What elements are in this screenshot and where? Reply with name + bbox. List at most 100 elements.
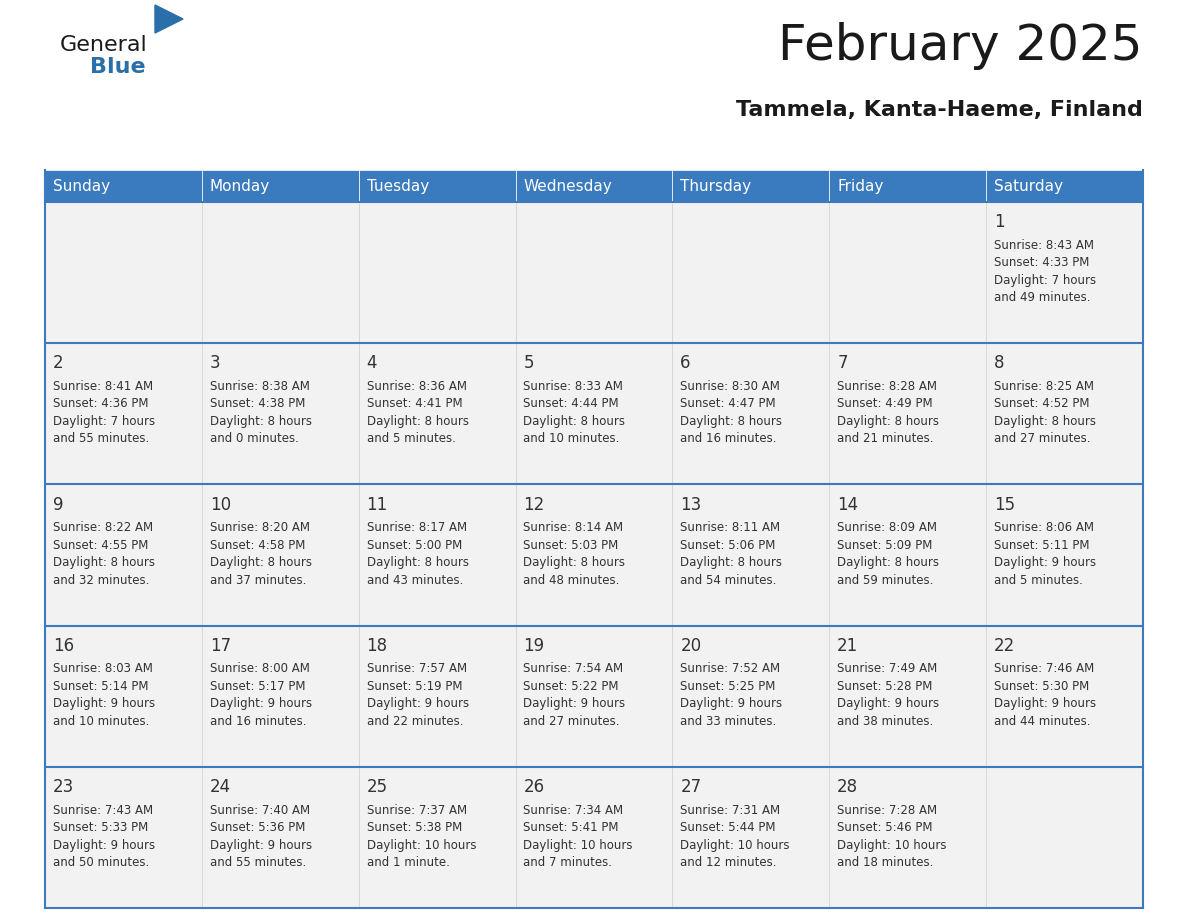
Bar <box>45 343 202 485</box>
Text: 28: 28 <box>838 778 858 796</box>
Bar <box>359 767 516 908</box>
Text: 17: 17 <box>210 637 230 655</box>
Text: Saturday: Saturday <box>994 178 1063 194</box>
Text: Sunrise: 8:14 AM
Sunset: 5:03 PM
Daylight: 8 hours
and 48 minutes.: Sunrise: 8:14 AM Sunset: 5:03 PM Dayligh… <box>524 521 625 587</box>
Text: Sunrise: 7:34 AM
Sunset: 5:41 PM
Daylight: 10 hours
and 7 minutes.: Sunrise: 7:34 AM Sunset: 5:41 PM Dayligh… <box>524 803 633 869</box>
Text: 18: 18 <box>367 637 387 655</box>
Text: February 2025: February 2025 <box>778 22 1143 70</box>
Bar <box>829 202 986 343</box>
Text: 27: 27 <box>681 778 701 796</box>
Text: General: General <box>61 35 147 55</box>
Bar <box>672 767 829 908</box>
Bar <box>516 343 672 485</box>
Text: 26: 26 <box>524 778 544 796</box>
Bar <box>202 485 359 625</box>
Bar <box>45 625 202 767</box>
Bar <box>829 343 986 485</box>
Text: Sunrise: 8:22 AM
Sunset: 4:55 PM
Daylight: 8 hours
and 32 minutes.: Sunrise: 8:22 AM Sunset: 4:55 PM Dayligh… <box>52 521 154 587</box>
Text: Sunrise: 8:36 AM
Sunset: 4:41 PM
Daylight: 8 hours
and 5 minutes.: Sunrise: 8:36 AM Sunset: 4:41 PM Dayligh… <box>367 380 468 445</box>
Bar <box>202 343 359 485</box>
Text: 6: 6 <box>681 354 690 373</box>
Bar <box>986 485 1143 625</box>
Text: Thursday: Thursday <box>681 178 751 194</box>
Text: 4: 4 <box>367 354 377 373</box>
Text: Sunrise: 8:30 AM
Sunset: 4:47 PM
Daylight: 8 hours
and 16 minutes.: Sunrise: 8:30 AM Sunset: 4:47 PM Dayligh… <box>681 380 782 445</box>
Text: Sunrise: 7:28 AM
Sunset: 5:46 PM
Daylight: 10 hours
and 18 minutes.: Sunrise: 7:28 AM Sunset: 5:46 PM Dayligh… <box>838 803 947 869</box>
Bar <box>45 767 202 908</box>
Text: Friday: Friday <box>838 178 884 194</box>
Text: 20: 20 <box>681 637 701 655</box>
Bar <box>672 202 829 343</box>
Text: Sunrise: 8:09 AM
Sunset: 5:09 PM
Daylight: 8 hours
and 59 minutes.: Sunrise: 8:09 AM Sunset: 5:09 PM Dayligh… <box>838 521 940 587</box>
Text: Sunrise: 8:11 AM
Sunset: 5:06 PM
Daylight: 8 hours
and 54 minutes.: Sunrise: 8:11 AM Sunset: 5:06 PM Dayligh… <box>681 521 782 587</box>
Text: Monday: Monday <box>210 178 270 194</box>
Bar <box>986 202 1143 343</box>
Bar <box>45 202 202 343</box>
Bar <box>986 625 1143 767</box>
Bar <box>829 170 986 202</box>
Text: 13: 13 <box>681 496 702 514</box>
Bar <box>672 343 829 485</box>
Text: 11: 11 <box>367 496 387 514</box>
Text: 12: 12 <box>524 496 544 514</box>
Text: Sunrise: 7:43 AM
Sunset: 5:33 PM
Daylight: 9 hours
and 50 minutes.: Sunrise: 7:43 AM Sunset: 5:33 PM Dayligh… <box>52 803 154 869</box>
Bar <box>45 170 202 202</box>
Text: Sunrise: 7:40 AM
Sunset: 5:36 PM
Daylight: 9 hours
and 55 minutes.: Sunrise: 7:40 AM Sunset: 5:36 PM Dayligh… <box>210 803 311 869</box>
Text: 9: 9 <box>52 496 63 514</box>
Bar <box>202 625 359 767</box>
Text: Sunday: Sunday <box>52 178 110 194</box>
Bar <box>45 485 202 625</box>
Bar <box>986 343 1143 485</box>
Bar <box>202 170 359 202</box>
Bar <box>516 202 672 343</box>
Text: Sunrise: 7:49 AM
Sunset: 5:28 PM
Daylight: 9 hours
and 38 minutes.: Sunrise: 7:49 AM Sunset: 5:28 PM Dayligh… <box>838 662 940 728</box>
Bar <box>516 767 672 908</box>
Bar <box>359 485 516 625</box>
Text: 16: 16 <box>52 637 74 655</box>
Bar <box>986 767 1143 908</box>
Text: Blue: Blue <box>90 57 146 77</box>
Text: Sunrise: 8:43 AM
Sunset: 4:33 PM
Daylight: 7 hours
and 49 minutes.: Sunrise: 8:43 AM Sunset: 4:33 PM Dayligh… <box>994 239 1097 304</box>
Text: Sunrise: 8:00 AM
Sunset: 5:17 PM
Daylight: 9 hours
and 16 minutes.: Sunrise: 8:00 AM Sunset: 5:17 PM Dayligh… <box>210 662 311 728</box>
Text: Sunrise: 8:17 AM
Sunset: 5:00 PM
Daylight: 8 hours
and 43 minutes.: Sunrise: 8:17 AM Sunset: 5:00 PM Dayligh… <box>367 521 468 587</box>
Bar <box>359 625 516 767</box>
Text: Sunrise: 8:20 AM
Sunset: 4:58 PM
Daylight: 8 hours
and 37 minutes.: Sunrise: 8:20 AM Sunset: 4:58 PM Dayligh… <box>210 521 311 587</box>
Text: Sunrise: 8:33 AM
Sunset: 4:44 PM
Daylight: 8 hours
and 10 minutes.: Sunrise: 8:33 AM Sunset: 4:44 PM Dayligh… <box>524 380 625 445</box>
Text: Sunrise: 7:57 AM
Sunset: 5:19 PM
Daylight: 9 hours
and 22 minutes.: Sunrise: 7:57 AM Sunset: 5:19 PM Dayligh… <box>367 662 469 728</box>
Text: 25: 25 <box>367 778 387 796</box>
Text: 3: 3 <box>210 354 220 373</box>
Text: 7: 7 <box>838 354 847 373</box>
Polygon shape <box>154 5 183 33</box>
Text: Sunrise: 7:54 AM
Sunset: 5:22 PM
Daylight: 9 hours
and 27 minutes.: Sunrise: 7:54 AM Sunset: 5:22 PM Dayligh… <box>524 662 626 728</box>
Text: Tuesday: Tuesday <box>367 178 429 194</box>
Bar <box>359 202 516 343</box>
Text: 1: 1 <box>994 213 1005 231</box>
Bar <box>202 202 359 343</box>
Text: 2: 2 <box>52 354 63 373</box>
Text: Tammela, Kanta-Haeme, Finland: Tammela, Kanta-Haeme, Finland <box>737 100 1143 120</box>
Bar <box>359 170 516 202</box>
Bar <box>359 343 516 485</box>
Text: Sunrise: 7:37 AM
Sunset: 5:38 PM
Daylight: 10 hours
and 1 minute.: Sunrise: 7:37 AM Sunset: 5:38 PM Dayligh… <box>367 803 476 869</box>
Text: Sunrise: 8:28 AM
Sunset: 4:49 PM
Daylight: 8 hours
and 21 minutes.: Sunrise: 8:28 AM Sunset: 4:49 PM Dayligh… <box>838 380 940 445</box>
Text: 10: 10 <box>210 496 230 514</box>
Bar <box>829 485 986 625</box>
Text: 24: 24 <box>210 778 230 796</box>
Bar <box>672 170 829 202</box>
Text: 22: 22 <box>994 637 1016 655</box>
Text: Sunrise: 8:25 AM
Sunset: 4:52 PM
Daylight: 8 hours
and 27 minutes.: Sunrise: 8:25 AM Sunset: 4:52 PM Dayligh… <box>994 380 1097 445</box>
Text: 21: 21 <box>838 637 859 655</box>
Text: 8: 8 <box>994 354 1005 373</box>
Bar <box>672 485 829 625</box>
Text: Wednesday: Wednesday <box>524 178 612 194</box>
Text: Sunrise: 8:38 AM
Sunset: 4:38 PM
Daylight: 8 hours
and 0 minutes.: Sunrise: 8:38 AM Sunset: 4:38 PM Dayligh… <box>210 380 311 445</box>
Text: Sunrise: 8:41 AM
Sunset: 4:36 PM
Daylight: 7 hours
and 55 minutes.: Sunrise: 8:41 AM Sunset: 4:36 PM Dayligh… <box>52 380 154 445</box>
Text: Sunrise: 7:31 AM
Sunset: 5:44 PM
Daylight: 10 hours
and 12 minutes.: Sunrise: 7:31 AM Sunset: 5:44 PM Dayligh… <box>681 803 790 869</box>
Text: 15: 15 <box>994 496 1015 514</box>
Text: 5: 5 <box>524 354 533 373</box>
Text: Sunrise: 8:06 AM
Sunset: 5:11 PM
Daylight: 9 hours
and 5 minutes.: Sunrise: 8:06 AM Sunset: 5:11 PM Dayligh… <box>994 521 1097 587</box>
Text: Sunrise: 7:46 AM
Sunset: 5:30 PM
Daylight: 9 hours
and 44 minutes.: Sunrise: 7:46 AM Sunset: 5:30 PM Dayligh… <box>994 662 1097 728</box>
Bar <box>516 170 672 202</box>
Bar <box>986 170 1143 202</box>
Text: 14: 14 <box>838 496 858 514</box>
